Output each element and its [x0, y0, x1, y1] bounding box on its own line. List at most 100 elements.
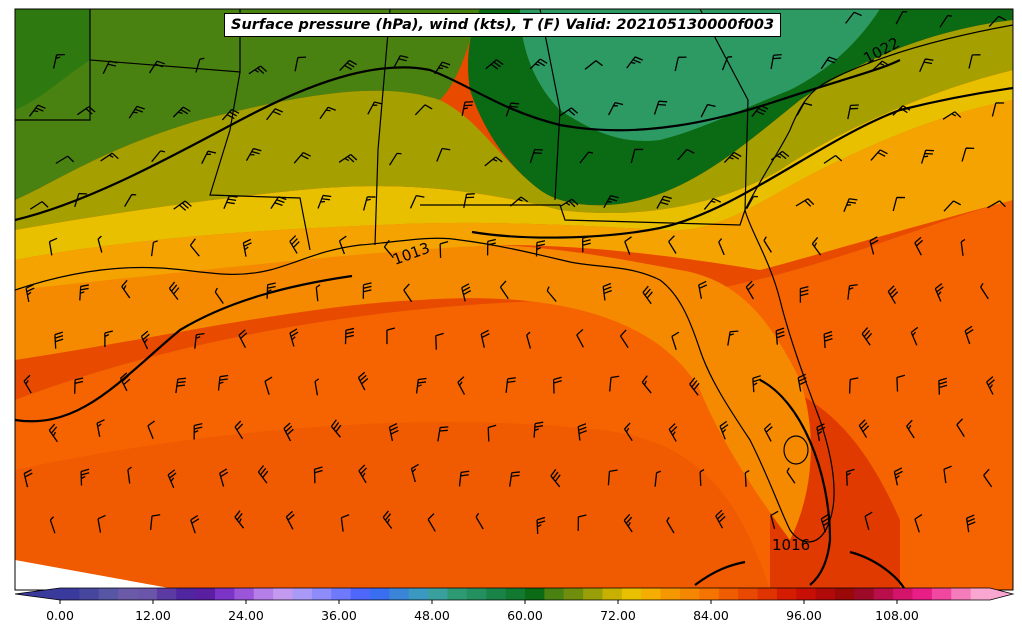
- colorbar-swatch: [757, 588, 778, 600]
- colorbar-swatch: [621, 588, 642, 600]
- wind-barb: [624, 236, 632, 255]
- colorbar-tick-label: 72.00: [600, 608, 636, 623]
- wind-barb: [602, 282, 612, 301]
- wind-barb: [943, 465, 952, 484]
- wind-barb: [671, 331, 680, 350]
- wind-barb-shaft: [559, 198, 579, 208]
- wind-barb-shaft: [248, 65, 268, 75]
- wind-barb-shaft: [415, 377, 427, 394]
- colorbar-swatch: [292, 588, 313, 600]
- wind-barb: [29, 201, 49, 210]
- wind-barb: [48, 237, 58, 256]
- wind-barb: [74, 192, 88, 208]
- wind-barb-shaft: [956, 418, 965, 437]
- colorbar-swatch: [466, 588, 487, 600]
- wind-barb-shaft: [723, 151, 742, 164]
- wind-barb: [843, 198, 858, 212]
- colorbar-tick-label: 0.00: [46, 608, 74, 623]
- wind-barb-shaft: [552, 376, 562, 394]
- wind-barb-shaft: [201, 150, 217, 164]
- wind-barb: [698, 280, 708, 299]
- wind-barb-shaft: [986, 376, 995, 395]
- wind-barb: [289, 235, 300, 254]
- wind-barb: [770, 53, 782, 70]
- wind-barb-shaft: [654, 470, 661, 487]
- wind-barb: [97, 235, 103, 253]
- wind-barb-shaft: [796, 102, 813, 116]
- wind-barb-shaft: [29, 201, 49, 210]
- wind-barb: [505, 102, 520, 117]
- wind-barb-shaft: [656, 195, 672, 209]
- wind-barb: [393, 55, 409, 69]
- wind-barb-shaft: [357, 371, 369, 391]
- wind-barb-shaft: [698, 280, 708, 299]
- wind-barb-shaft: [234, 510, 245, 529]
- wind-barb: [315, 284, 321, 302]
- wind-barb-shaft: [437, 426, 449, 442]
- wind-barb-shaft: [194, 333, 205, 349]
- wind-barb-shaft: [624, 236, 632, 255]
- wind-barb-shaft: [285, 510, 295, 530]
- wind-barb: [960, 238, 966, 256]
- wind-barb-shaft: [964, 325, 974, 345]
- wind-barb-shaft: [266, 108, 283, 121]
- wind-barb: [437, 426, 449, 442]
- wind-barb-shaft: [887, 285, 899, 304]
- wind-barb: [487, 424, 497, 442]
- wind-barb-shaft: [74, 377, 84, 394]
- wind-barb-shaft: [266, 282, 276, 299]
- wind-barb-shaft: [127, 466, 132, 484]
- wind-barb-shaft: [535, 240, 546, 257]
- wind-barb: [896, 374, 906, 392]
- wind-barb: [820, 56, 837, 70]
- wind-barb-shaft: [509, 471, 521, 487]
- colorbar-swatch: [776, 588, 797, 600]
- wind-barb: [339, 59, 357, 71]
- wind-barb-shaft: [52, 53, 65, 69]
- wind-barb: [536, 516, 546, 534]
- wind-barb: [49, 516, 56, 534]
- colorbar-swatch: [641, 588, 662, 600]
- colorbar-swatch: [60, 588, 80, 600]
- wind-barb-shaft: [315, 284, 321, 302]
- wind-barb-shaft: [151, 150, 166, 163]
- wind-barb: [54, 331, 64, 349]
- wind-barb-shaft: [751, 105, 769, 118]
- wind-barb: [189, 238, 200, 257]
- wind-barb-shaft: [463, 193, 475, 209]
- wind-barb-shaft: [795, 198, 815, 207]
- wind-barb-shaft: [674, 56, 687, 72]
- wind-barb-shaft: [626, 56, 643, 69]
- wind-barb-shaft: [987, 200, 1006, 209]
- wind-barb-shaft: [823, 330, 833, 349]
- wind-barb-shaft: [845, 11, 862, 24]
- colorbar-tick-label: 96.00: [786, 608, 822, 623]
- colorbar-swatch: [931, 588, 952, 600]
- wind-barb: [906, 419, 915, 439]
- wind-barb-shaft: [763, 423, 773, 442]
- wind-barb: [642, 285, 653, 305]
- wind-barb: [140, 330, 150, 350]
- wind-barb: [389, 152, 402, 166]
- wind-barb: [579, 151, 594, 164]
- wind-barb-shaft: [168, 281, 180, 300]
- wind-barb-shaft: [536, 516, 546, 534]
- wind-barb: [362, 196, 376, 211]
- wind-barb: [338, 235, 347, 255]
- colorbar-tick-label: 108.00: [875, 608, 919, 623]
- wind-barb: [529, 58, 548, 70]
- wind-barb-shaft: [816, 423, 826, 442]
- wind-barb: [28, 104, 46, 117]
- wind-barb-shaft: [939, 14, 953, 28]
- wind-barb: [797, 373, 808, 392]
- wind-barb: [700, 103, 716, 118]
- wind-barb-shaft: [799, 285, 809, 303]
- wind-barb-shaft: [234, 420, 244, 440]
- colorbar-swatch: [796, 588, 817, 600]
- wind-barb-shaft: [983, 468, 993, 488]
- wind-barb-shaft: [892, 105, 911, 116]
- state-border-4: [374, 9, 391, 246]
- wind-barb: [344, 327, 355, 345]
- wind-barb: [436, 147, 451, 162]
